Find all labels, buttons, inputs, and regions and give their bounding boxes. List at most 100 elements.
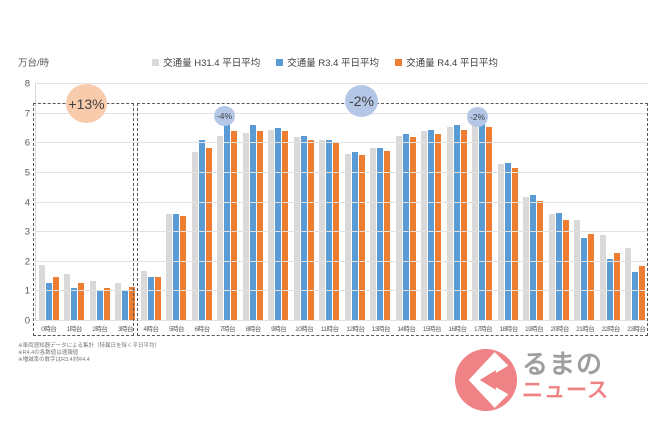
bar-h31 [548, 214, 555, 321]
y-tick-label: 2 [24, 256, 30, 268]
y-tick-label: 1 [24, 285, 30, 297]
bar-r3 [504, 162, 511, 321]
bar-h31 [64, 273, 71, 321]
bar-series-container [36, 84, 648, 321]
y-tick-label: 7 [24, 108, 30, 120]
footnotes: ※車両感知器データによる集計（特異日を除く平日平均） ※R4.4の各数値は速報値… [18, 343, 160, 364]
x-tick-label: 12時台 [346, 326, 365, 333]
x-tick-label: 20時台 [550, 326, 570, 333]
bar-r3 [275, 128, 282, 321]
bar-r3 [351, 152, 358, 321]
bar-r3 [555, 212, 562, 321]
bar-r4 [78, 282, 85, 321]
x-tick-label: 3時台 [117, 326, 134, 333]
legend-item-r4: 交通量 R4.4 平日平均 [395, 55, 498, 69]
bar-group-4時台 [138, 84, 164, 321]
bar-r3 [606, 258, 613, 321]
annotation-minus2-small-bubble: -2% [467, 107, 488, 127]
bar-r3 [224, 124, 231, 321]
bar-h31 [268, 129, 275, 321]
bar-h31 [472, 122, 479, 321]
legend-swatch-blue-icon [276, 58, 284, 66]
legend-item-h31: 交通量 H31.4 平日平均 [152, 55, 260, 69]
bar-r4 [180, 215, 187, 321]
bar-group-12時台 [342, 84, 368, 321]
bar-r4 [588, 233, 595, 321]
gridline [35, 83, 648, 84]
bar-r4 [231, 131, 238, 321]
x-tick-label: 4時台 [143, 326, 159, 333]
bar-r3 [530, 195, 537, 321]
bar-h31 [242, 132, 249, 321]
dashed-box-night-hours [33, 103, 134, 336]
annotation-plus13-bubble: +13% [66, 84, 107, 123]
bar-h31 [38, 264, 45, 321]
y-tick-label: 6 [24, 137, 30, 149]
gridline [35, 260, 648, 262]
bar-r3 [402, 134, 409, 321]
bar-r3 [300, 135, 307, 321]
x-tick-label: 22時台 [601, 326, 621, 333]
gridline [35, 142, 648, 144]
bar-r4 [205, 147, 212, 321]
bar-h31 [599, 235, 606, 321]
bar-h31 [217, 135, 224, 321]
footnote-line: ※車両感知器データによる集計（特異日を除く平日平均） [18, 343, 160, 349]
bar-r4 [486, 126, 493, 321]
bar-h31 [446, 126, 453, 321]
x-tick-label: 23時台 [627, 326, 646, 333]
x-tick-label: 18時台 [499, 326, 519, 333]
bar-h31 [370, 147, 377, 321]
y-tick-label: 5 [24, 167, 30, 179]
x-tick-label: 6時台 [194, 326, 210, 333]
dashed-box-day-hours [137, 103, 648, 336]
gridline [35, 290, 648, 292]
bar-r3 [428, 129, 435, 321]
annotation-minus2-large-bubble: -2% [345, 85, 378, 117]
bar-group-3時台 [113, 84, 139, 321]
bar-r4 [333, 143, 340, 321]
bar-h31 [523, 196, 530, 321]
x-tick-label: 1時台 [66, 326, 83, 333]
gridline [35, 171, 648, 173]
bar-group-22時台 [597, 84, 623, 321]
bar-r4 [409, 137, 416, 321]
annotation-minus4-bubble: -4% [214, 106, 235, 126]
bar-group-15時台 [419, 84, 445, 321]
y-tick-label: 3 [24, 226, 30, 238]
bar-r3 [122, 289, 129, 321]
footnote-line: ※増減率の数字はR3.4対R4.4 [18, 357, 90, 363]
y-axis-line [35, 84, 36, 321]
x-tick-label: 9時台 [271, 326, 287, 333]
bar-r4 [435, 134, 442, 321]
x-tick-label: 19時台 [525, 326, 544, 333]
plot-area: 0 1 2 3 4 5 6 7 8 [25, 79, 648, 327]
bar-r4 [52, 276, 59, 321]
bar-group-11時台 [317, 84, 343, 321]
bar-h31 [191, 152, 198, 321]
bar-r3 [632, 272, 639, 321]
x-tick-label: 17時台 [473, 326, 493, 333]
y-tick-label: 8 [24, 78, 30, 90]
bar-group-6時台 [189, 84, 215, 321]
bar-h31 [140, 270, 147, 321]
bar-group-1時台 [62, 84, 88, 321]
bar-h31 [166, 214, 173, 321]
bar-r3 [377, 147, 384, 321]
bar-r3 [173, 214, 180, 321]
x-tick-label: 0時台 [41, 326, 57, 333]
bar-r4 [639, 266, 646, 321]
x-tick-label: 16時台 [448, 326, 467, 333]
legend-label-h31: 交通量 H31.4 平日平均 [163, 58, 261, 69]
bar-group-2時台 [87, 84, 113, 321]
logo-text-news: ニュース [522, 379, 609, 402]
y-tick-label: 0 [24, 315, 30, 327]
x-tick-label: 7時台 [220, 326, 236, 333]
x-tick-label: 15時台 [422, 326, 442, 333]
bar-r3 [479, 121, 486, 321]
bar-r3 [581, 238, 588, 321]
x-axis-labels: 0時台 1時台 2時台 3時台 4時台 5時台 6時台 7時台 8時台 9時台 10時台 11時台 12… [36, 323, 649, 333]
bar-r4 [460, 129, 467, 321]
x-tick-label: 21時台 [576, 326, 595, 333]
gridline [35, 201, 648, 203]
